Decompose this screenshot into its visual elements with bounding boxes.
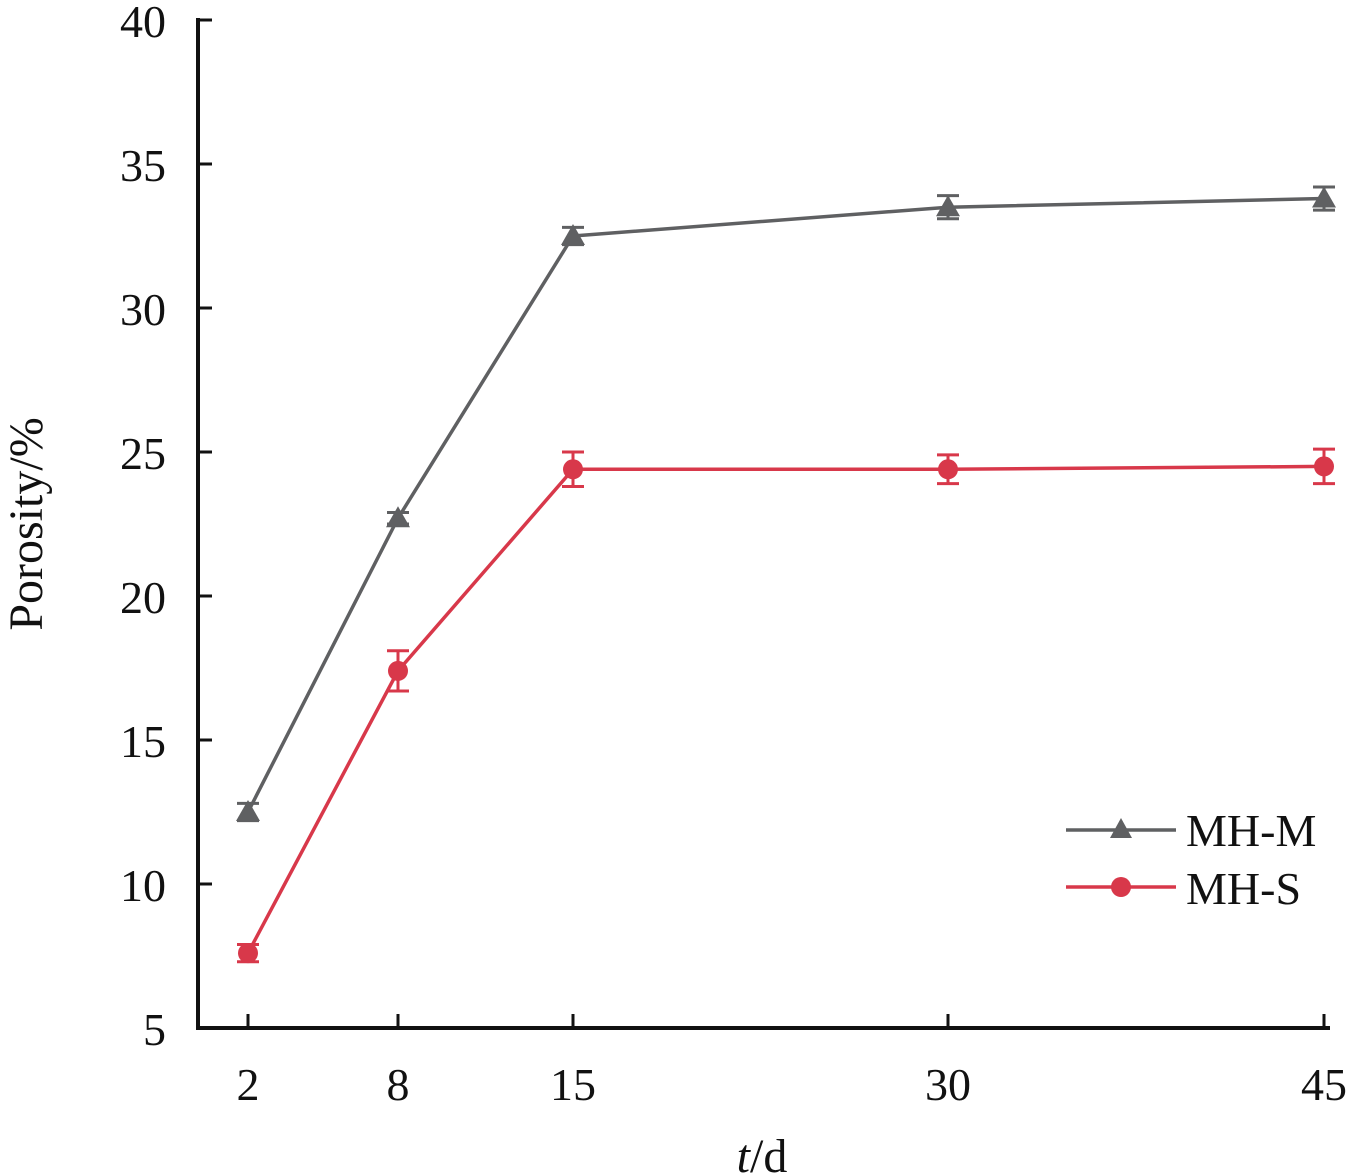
data-point-circle bbox=[1314, 456, 1334, 477]
y-tick-label: 10 bbox=[120, 860, 166, 911]
x-axis-title-italic: t bbox=[737, 1130, 752, 1175]
y-tick-label: 35 bbox=[120, 140, 166, 191]
x-axis-title-unit: /d bbox=[750, 1130, 787, 1175]
data-point-triangle bbox=[236, 800, 260, 821]
x-tick-label: 45 bbox=[1301, 1059, 1347, 1110]
series-mh-m bbox=[236, 185, 1336, 823]
axes bbox=[196, 18, 1330, 1030]
plot-area bbox=[236, 185, 1336, 964]
data-point-circle bbox=[563, 459, 583, 480]
y-tick-label: 25 bbox=[120, 428, 166, 479]
y-tick-label: 5 bbox=[143, 1004, 166, 1055]
x-axis-title: t/d bbox=[737, 1130, 788, 1175]
data-point-triangle bbox=[936, 195, 960, 217]
x-tick-label: 8 bbox=[387, 1059, 410, 1110]
legend-label-mh-m: MH-M bbox=[1186, 805, 1316, 856]
legend-item-mh-m: MH-M bbox=[1066, 805, 1316, 856]
data-point-circle bbox=[388, 660, 408, 681]
x-tick-label: 15 bbox=[550, 1059, 596, 1110]
legend-label-mh-s: MH-S bbox=[1186, 863, 1301, 914]
legend-item-mh-s: MH-S bbox=[1066, 863, 1301, 914]
y-axis-title: Porosity/% bbox=[0, 417, 53, 630]
data-point-triangle bbox=[561, 224, 585, 245]
y-tick-label: 15 bbox=[120, 716, 166, 767]
series-mh-s bbox=[237, 447, 1335, 964]
legend-triangle-marker bbox=[1110, 818, 1132, 838]
series-line-mh-s bbox=[246, 464, 1325, 954]
x-tick-label: 2 bbox=[237, 1059, 260, 1110]
data-point-circle bbox=[938, 459, 958, 480]
y-tick-label: 20 bbox=[120, 572, 166, 623]
series-line-mh-m bbox=[246, 196, 1325, 813]
data-point-triangle bbox=[386, 506, 410, 528]
y-ticks: 5 10 15 20 25 30 35 40 bbox=[120, 0, 212, 1055]
x-tick-label: 30 bbox=[925, 1059, 971, 1110]
x-ticks: 2 8 15 30 45 bbox=[237, 1014, 1347, 1110]
data-point-circle bbox=[238, 943, 258, 964]
y-tick-label: 40 bbox=[120, 0, 166, 47]
legend: MH-M MH-S bbox=[1066, 805, 1316, 914]
data-point-triangle bbox=[1312, 186, 1336, 208]
y-tick-label: 30 bbox=[120, 284, 166, 335]
legend-circle-marker bbox=[1111, 877, 1131, 897]
